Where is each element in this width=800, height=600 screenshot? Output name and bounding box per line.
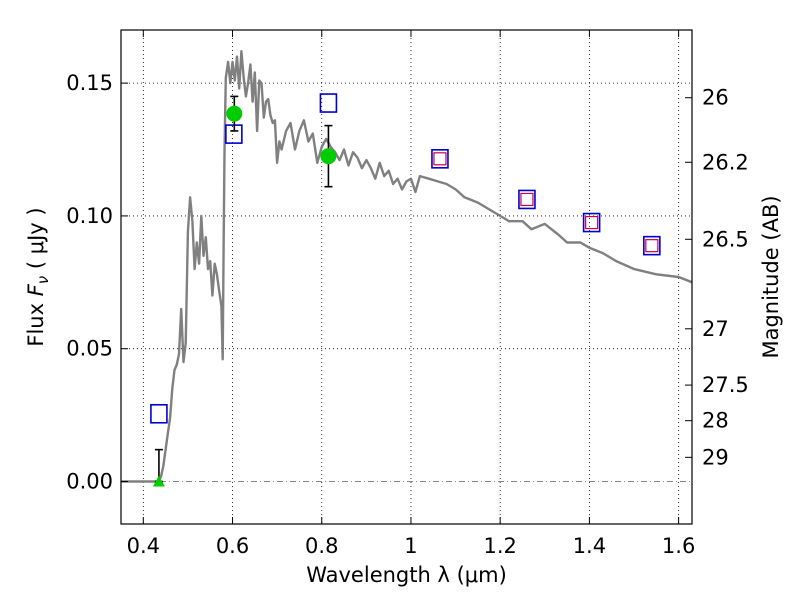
y-tick-label: 0.10 [66,204,113,228]
y-tick-label: 0.05 [66,337,113,361]
plot-frame [120,29,693,525]
model-spectrum-layer [121,50,693,483]
x-tick-label: 0.4 [127,534,160,558]
y-tick-label: 0.15 [66,71,113,95]
marker-layer [150,93,661,487]
x-tick-label: 1.4 [573,534,606,558]
tick-layer: 0.4 0.6 0.8 1 1.2 1.4 1.6 0.00 0.05 0.10 0.15 26 26.… [66,30,749,558]
right-tick-label: 26.2 [702,150,749,174]
grid [121,30,692,524]
observed-point [226,105,243,122]
model-photometry-square [518,189,536,210]
right-axis-label: Magnitude (AB) [759,195,783,358]
model-photometry-inner-square [645,239,659,253]
model-photometry-square [431,149,449,169]
y-tick-label: 0.00 [66,470,113,494]
right-tick-label: 26.5 [702,227,749,251]
right-tick-label: 28 [702,409,729,433]
model-photometry-square [582,212,601,233]
model-photometry-inner-square [585,215,599,230]
model-photometry-square [150,403,168,424]
x-tick-label: 0.8 [305,534,338,558]
x-tick-label: 1 [404,534,417,558]
x-axis-label: Wavelength λ (μm) [306,563,507,587]
x-tick-label: 1.6 [662,534,695,558]
model-photometry-square [643,235,661,256]
upper-limit-triangle [152,475,165,487]
model-photometry-inner-square [433,152,447,166]
right-tick-label: 27 [702,317,729,341]
model-photometry-inner-square [520,192,534,207]
x-tick-label: 0.6 [216,534,249,558]
right-tick-label: 29 [702,445,729,469]
observed-point [320,148,337,165]
model-spectrum-line [121,50,693,483]
x-tick-label: 1.2 [483,534,516,558]
model-photometry-square [319,93,338,113]
y-axis-label: Flux Fν ( μJy ) [24,207,52,346]
right-tick-label: 27.5 [702,373,749,397]
right-tick-label: 26 [702,86,729,110]
